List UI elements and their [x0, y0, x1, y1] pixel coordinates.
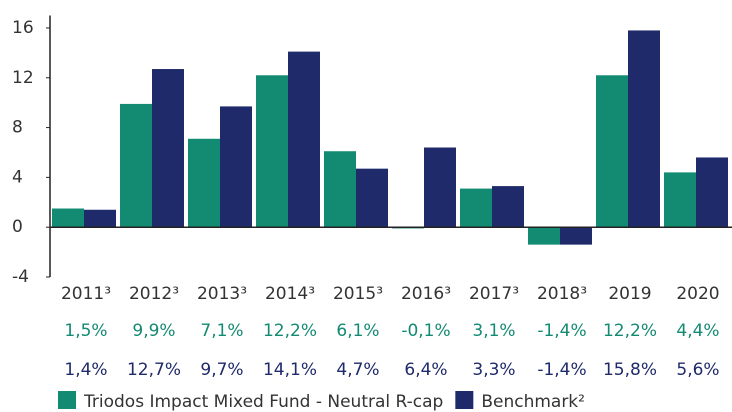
- value-label: 14,1%: [263, 360, 317, 380]
- x-tick-label: 2014³: [265, 284, 315, 304]
- value-label: 4,7%: [336, 360, 379, 380]
- y-tick-label: 12: [12, 68, 34, 88]
- value-label: 3,1%: [472, 321, 515, 341]
- legend-swatch: [455, 391, 474, 409]
- value-label: -1,4%: [537, 360, 586, 380]
- bar: [256, 75, 288, 228]
- bar: [492, 186, 524, 228]
- y-tick-label: 16: [12, 18, 34, 38]
- value-label: 9,7%: [200, 360, 243, 380]
- bar: [628, 30, 660, 228]
- x-tick-label: 2020: [676, 284, 719, 304]
- value-label: 15,8%: [603, 360, 657, 380]
- value-label: 12,2%: [603, 321, 657, 341]
- y-tick-label: 8: [12, 118, 23, 138]
- bar: [152, 69, 184, 228]
- legend-label: Triodos Impact Mixed Fund - Neutral R-ca…: [83, 392, 443, 412]
- bar: [528, 227, 560, 245]
- legend-label: Benchmark²: [481, 392, 585, 412]
- value-label: 12,7%: [127, 360, 181, 380]
- bar: [560, 227, 592, 245]
- value-label: 6,1%: [336, 321, 379, 341]
- bar: [120, 103, 152, 228]
- bar: [356, 168, 388, 228]
- value-label: 4,4%: [676, 321, 719, 341]
- y-tick-label: 4: [12, 167, 23, 187]
- value-label: 5,6%: [676, 360, 719, 380]
- x-tick-label: 2019: [608, 284, 651, 304]
- value-label: 9,9%: [132, 321, 175, 341]
- x-tick-label: 2016³: [401, 284, 451, 304]
- bar: [288, 51, 320, 228]
- bar: [220, 106, 252, 228]
- value-label: 6,4%: [404, 360, 447, 380]
- y-tick-label: -4: [12, 267, 29, 287]
- bar: [84, 209, 116, 228]
- bar: [424, 147, 456, 228]
- bar: [52, 208, 84, 228]
- x-tick-label: 2018³: [537, 284, 587, 304]
- value-label: -1,4%: [537, 321, 586, 341]
- x-tick-label: 2017³: [469, 284, 519, 304]
- value-label: 1,4%: [64, 360, 107, 380]
- bar: [696, 157, 728, 228]
- bar: [324, 151, 356, 228]
- value-label: -0,1%: [401, 321, 450, 341]
- x-tick-label: 2011³: [61, 284, 111, 304]
- x-tick-label: 2013³: [197, 284, 247, 304]
- x-tick-label: 2015³: [333, 284, 383, 304]
- y-tick-label: 0: [12, 217, 23, 237]
- bar: [460, 188, 492, 228]
- legend-swatch: [58, 391, 76, 409]
- value-label: 7,1%: [200, 321, 243, 341]
- bar: [664, 172, 696, 228]
- bar: [188, 138, 220, 228]
- bar: [596, 75, 628, 228]
- value-label: 12,2%: [263, 321, 317, 341]
- x-tick-label: 2012³: [129, 284, 179, 304]
- value-label: 3,3%: [472, 360, 515, 380]
- value-label: 1,5%: [64, 321, 107, 341]
